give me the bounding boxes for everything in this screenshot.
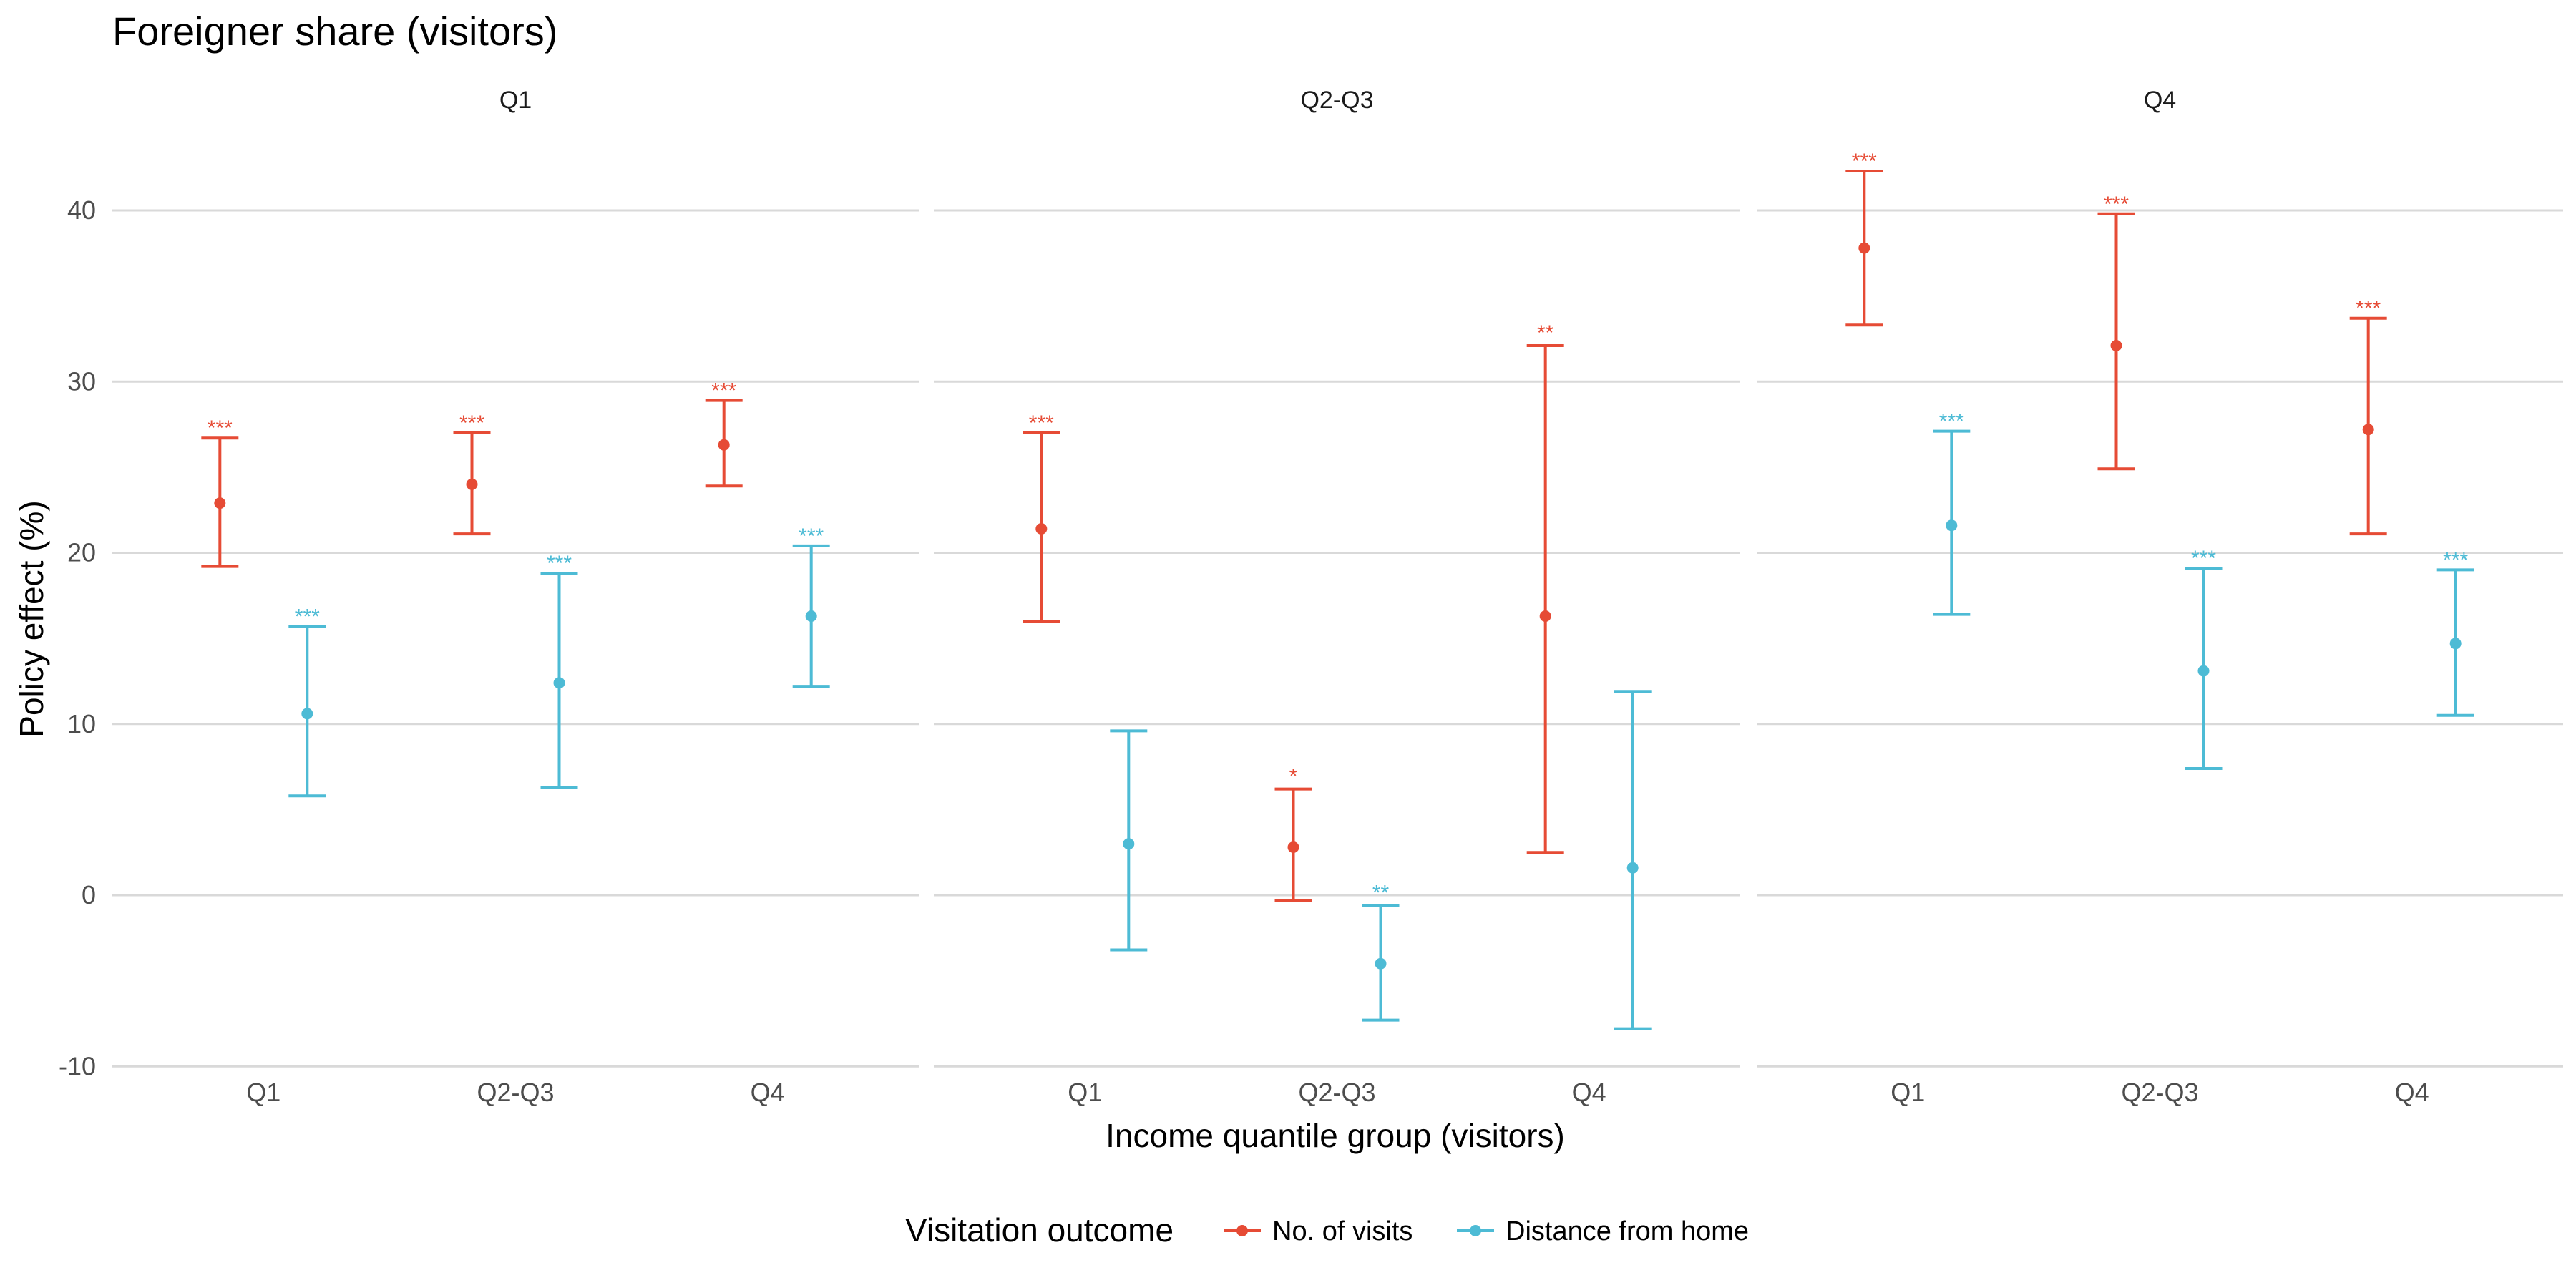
y-tick-label: 30 — [67, 366, 96, 396]
point-estimate — [1946, 519, 1958, 532]
point-estimate — [2449, 638, 2462, 650]
point-estimate — [1375, 957, 1387, 970]
significance-label: *** — [2443, 548, 2468, 572]
legend-label: No. of visits — [1272, 1216, 1413, 1246]
x-axis-title: Income quantile group (visitors) — [1106, 1117, 1565, 1154]
point-estimate — [214, 497, 226, 509]
x-tick-label: Q4 — [2395, 1078, 2429, 1107]
point-estimate — [2197, 665, 2210, 677]
legend: Visitation outcome No. of visits Distance… — [905, 1211, 1749, 1249]
facet-strip-label: Q1 — [499, 87, 532, 114]
y-tick-label: 10 — [67, 709, 96, 738]
significance-label: *** — [295, 605, 320, 628]
x-tick-label: Q2-Q3 — [477, 1078, 554, 1107]
significance-label: ** — [1372, 881, 1390, 904]
point-estimate — [2362, 424, 2374, 436]
x-tick-label: Q1 — [1890, 1078, 1925, 1107]
legend-key-point — [1236, 1225, 1248, 1236]
facet-panel: Q1 Q1 Q2-Q3 Q4 *** *** *** *** *** *** — [112, 87, 919, 1107]
facet-panel: Q4 Q1 Q2-Q3 Q4 *** *** *** *** *** *** — [1757, 87, 2563, 1107]
y-tick-label: 40 — [67, 195, 96, 225]
point-estimate — [805, 610, 817, 623]
y-tick-label: -10 — [59, 1051, 96, 1080]
significance-label: *** — [799, 525, 824, 548]
significance-label: * — [1289, 765, 1298, 789]
significance-label: *** — [1029, 411, 1054, 435]
point-estimate — [1035, 523, 1048, 535]
x-tick-label: Q1 — [1068, 1078, 1102, 1107]
x-tick-label: Q4 — [1572, 1078, 1606, 1107]
legend-title: Visitation outcome — [905, 1211, 1174, 1249]
y-tick-label: 20 — [67, 538, 96, 567]
point-estimate — [553, 677, 565, 689]
point-estimate — [1539, 610, 1551, 623]
x-tick-label: Q2-Q3 — [1298, 1078, 1375, 1107]
point-estimate — [2110, 340, 2122, 352]
y-axis-title: Policy effect (%) — [13, 500, 50, 737]
point-estimate — [1858, 242, 1870, 254]
x-tick-label: Q2-Q3 — [2121, 1078, 2198, 1107]
y-tick-label: 0 — [82, 880, 96, 909]
x-tick-label: Q1 — [246, 1078, 280, 1107]
significance-label: *** — [2191, 547, 2216, 570]
legend-label: Distance from home — [1506, 1216, 1749, 1246]
point-estimate — [1626, 862, 1639, 874]
chart-title: Foreigner share (visitors) — [112, 9, 557, 54]
significance-label: *** — [2104, 192, 2129, 216]
significance-label: *** — [1939, 410, 1964, 434]
significance-label: *** — [547, 552, 572, 575]
point-estimate — [718, 439, 730, 451]
legend-key-point — [1470, 1225, 1481, 1236]
point-estimate — [1123, 838, 1135, 850]
significance-label: *** — [459, 411, 484, 435]
x-tick-label: Q4 — [751, 1078, 785, 1107]
point-estimate — [301, 708, 313, 720]
significance-label: *** — [1852, 150, 1877, 173]
significance-label: *** — [711, 379, 736, 403]
point-estimate — [466, 478, 478, 490]
point-estimate — [1287, 841, 1299, 854]
facet-strip-label: Q4 — [2144, 87, 2176, 114]
significance-label: *** — [2356, 297, 2381, 321]
significance-label: ** — [1537, 321, 1554, 345]
significance-label: *** — [208, 416, 233, 440]
facet-strip-label: Q2-Q3 — [1300, 87, 1373, 114]
